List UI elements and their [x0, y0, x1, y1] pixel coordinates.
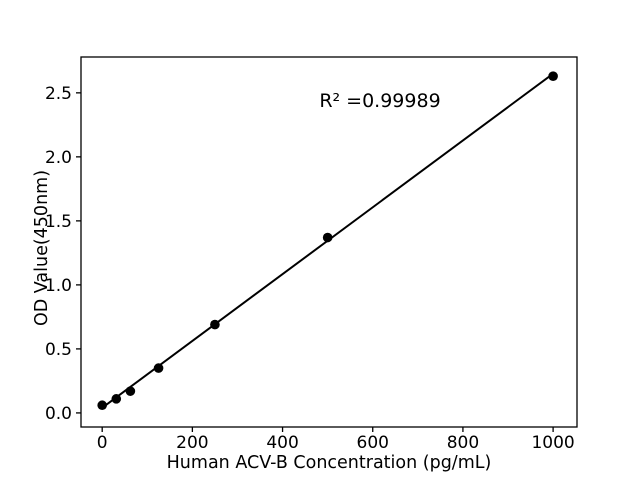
chart-layer: 0 200 400 600 800 1000 0.0 0.5 1.0 1.5 2.0 2.5	[45, 56, 578, 453]
y-tick-label: 0.0	[45, 404, 72, 424]
x-tick-label: 200	[176, 433, 208, 453]
x-tick-label: 400	[266, 433, 298, 453]
x-tick-label: 0	[97, 433, 108, 453]
r-squared-annotation: R² =0.99989	[319, 90, 440, 112]
data-point	[125, 386, 136, 396]
y-tick-label: 1.0	[45, 276, 72, 296]
y-axis-label: OD Value(450nm)	[32, 170, 52, 326]
x-axis-label: Human ACV-B Concentration (pg/mL)	[167, 453, 492, 473]
x-tick-label: 600	[357, 433, 389, 453]
y-tick-label: 2.5	[45, 84, 72, 104]
data-point	[111, 394, 122, 404]
x-tick-label: 1000	[531, 433, 574, 453]
data-point	[322, 232, 333, 243]
data-point	[97, 400, 107, 411]
y-tick-label: 0.5	[45, 340, 72, 360]
axes-box	[80, 56, 578, 428]
y-tick-label: 1.5	[45, 212, 72, 232]
data-point	[153, 363, 164, 373]
y-tick-label: 2.0	[45, 148, 72, 168]
data-point	[210, 319, 220, 330]
data-point	[548, 71, 558, 82]
x-tick-label: 800	[447, 433, 479, 453]
